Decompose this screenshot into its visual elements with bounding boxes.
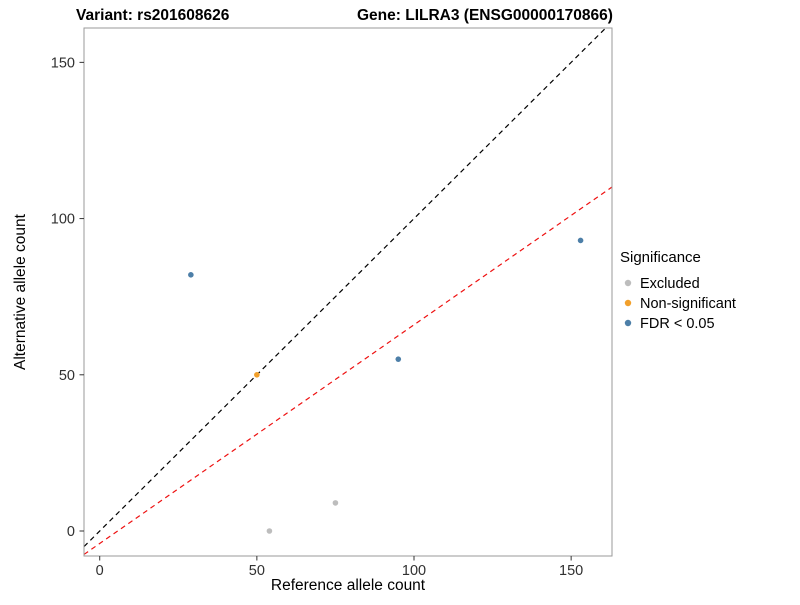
y-axis: 0 50 100 150 (51, 55, 84, 540)
legend: Significance Excluded Non-significant FDR … (620, 249, 736, 332)
y-tick-label: 50 (59, 368, 75, 384)
x-tick-label: 150 (559, 563, 583, 579)
x-tick-label: 100 (402, 563, 426, 579)
plot-title-gene: Gene: LILRA3 (ENSG00000170866) (357, 7, 613, 24)
legend-entries: Excluded Non-significant FDR < 0.05 (624, 276, 736, 332)
y-tick-label: 0 (67, 524, 75, 540)
legend-entry-label: FDR < 0.05 (640, 316, 715, 332)
legend-entry-label: Excluded (640, 276, 700, 292)
plot-panel (84, 28, 612, 556)
x-tick-label: 0 (96, 563, 104, 579)
y-tick-label: 150 (51, 55, 75, 71)
trend-line-identity (84, 28, 607, 548)
legend-entry-label: Non-significant (640, 296, 736, 312)
plot-title-variant: Variant: rs201608626 (76, 7, 230, 24)
y-axis-label: Alternative allele count (12, 213, 29, 370)
data-point (332, 500, 339, 506)
legend-key-dot (624, 279, 632, 287)
legend-key-dot (624, 319, 632, 327)
x-tick-label: 50 (249, 563, 265, 579)
data-point (254, 371, 260, 378)
y-tick-label: 100 (51, 212, 75, 228)
plot-panel-content (84, 28, 612, 555)
x-axis-label: Reference allele count (271, 577, 426, 594)
data-point (266, 528, 273, 534)
x-axis: 0 50 100 150 (96, 556, 583, 579)
plot-panel-border (83, 27, 613, 557)
legend-key-dot (624, 299, 632, 307)
legend-title: Significance (620, 249, 701, 266)
data-point (188, 272, 194, 278)
data-point (577, 237, 584, 244)
data-point (395, 356, 402, 362)
